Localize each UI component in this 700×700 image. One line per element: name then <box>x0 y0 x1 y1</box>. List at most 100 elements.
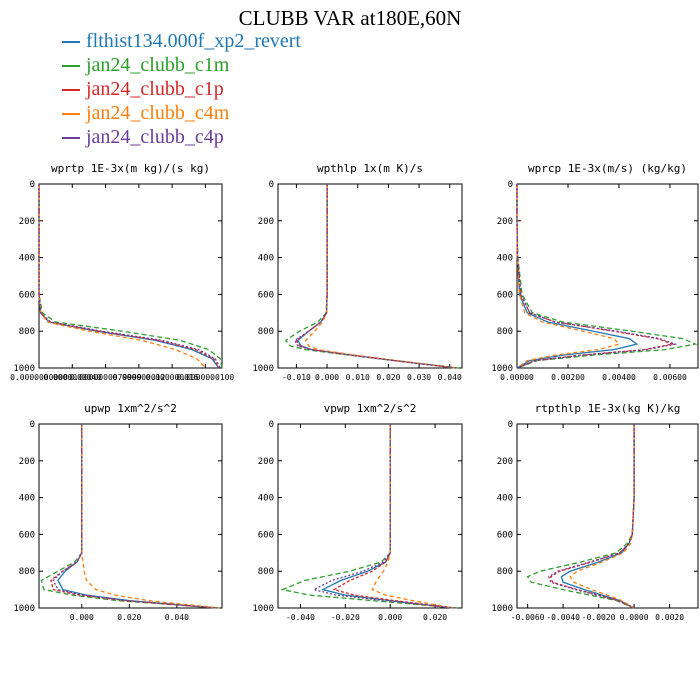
series-line <box>38 184 221 369</box>
y-tick-label: 800 <box>19 327 35 337</box>
chart-panel: wprtp 1E-3x(m kg)/(s kg) 0 200 400 600 800 100… <box>10 162 234 382</box>
series-line <box>38 184 223 369</box>
x-tick-label: 0.000 <box>378 613 402 622</box>
series-line <box>38 184 206 369</box>
legend-entry: jan24_clubb_c1m <box>62 53 301 77</box>
series-line <box>560 424 635 609</box>
y-tick-label: 200 <box>258 217 274 227</box>
y-tick-label: 400 <box>258 254 274 264</box>
series-line <box>40 424 220 609</box>
series-line <box>81 424 220 609</box>
x-tick-label: 0.00000 <box>500 373 534 382</box>
y-tick-label: 0 <box>508 180 513 190</box>
series-line <box>332 424 454 609</box>
x-tick-label: -0.0040 <box>546 613 580 622</box>
y-tick-label: 600 <box>258 530 274 540</box>
x-tick-label: 0.0000000100 <box>176 373 234 382</box>
x-tick-label: 0.0000000000 <box>10 373 68 382</box>
series-line <box>297 184 456 369</box>
series-line <box>38 184 220 369</box>
series-line <box>304 184 456 369</box>
chart-panel: wprcp 1E-3x(m/s) (kg/kg) 0 200 400 600 800 100… <box>491 162 699 382</box>
x-tick-label: 0.000000012 <box>112 373 165 382</box>
series-line <box>569 424 635 609</box>
y-tick-label: 400 <box>258 494 274 504</box>
x-tick-label: 0.00200 <box>551 373 585 382</box>
series-line <box>50 424 218 609</box>
y-tick-label: 800 <box>497 567 513 577</box>
panel-title: wprcp 1E-3x(m/s) (kg/kg) <box>528 162 687 175</box>
y-tick-label: 1000 <box>252 364 274 374</box>
x-tick-label: 0.0000 <box>620 613 649 622</box>
y-tick-label: 800 <box>497 327 513 337</box>
series-line <box>312 424 456 609</box>
legend-entry: jan24_clubb_c4m <box>62 101 301 125</box>
chart-panel: upwp 1xm^2/s^2 0 200 400 600 800 1000 0.000 0.02… <box>13 402 223 622</box>
legend-entry: jan24_clubb_c1p <box>62 77 301 101</box>
plot-frame <box>516 423 699 609</box>
series-line <box>516 184 621 369</box>
series-line <box>526 424 635 609</box>
legend-line-swatch <box>62 41 80 44</box>
x-tick-label: 0.040 <box>165 613 189 622</box>
legend-label: jan24_clubb_c4p <box>86 126 224 148</box>
panel-title: vpwp 1xm^2/s^2 <box>324 402 417 415</box>
y-tick-label: 1000 <box>491 364 513 374</box>
x-tick-label: 0.020 <box>376 373 400 382</box>
y-tick-label: 0 <box>30 420 35 430</box>
series-line <box>294 184 456 369</box>
y-tick-label: 400 <box>19 254 35 264</box>
y-tick-label: 600 <box>497 290 513 300</box>
legend-label: flthist134.000f_xp2_revert <box>86 30 301 52</box>
x-tick-label: 0.020 <box>117 613 141 622</box>
y-tick-label: 800 <box>258 327 274 337</box>
y-tick-label: 200 <box>497 457 513 467</box>
y-tick-label: 0 <box>508 420 513 430</box>
series-line <box>280 424 458 609</box>
x-tick-label: 0.030 <box>407 373 431 382</box>
x-tick-label: 0.000000016 <box>146 373 199 382</box>
figure-title: CLUBB VAR at180E,60N <box>238 6 462 30</box>
series-line <box>516 184 678 369</box>
x-tick-label: 0.0020 <box>655 613 684 622</box>
legend-label: jan24_clubb_c4m <box>86 102 230 124</box>
y-tick-label: 200 <box>497 217 513 227</box>
y-tick-label: 600 <box>19 530 35 540</box>
y-tick-label: 1000 <box>13 364 35 374</box>
chart-panel: wpthlp 1x(m K)/s 0 200 400 600 800 1000 -0.010 0… <box>252 162 463 382</box>
series-line <box>38 184 220 369</box>
series-line <box>295 184 456 369</box>
chart-panel: vpwp 1xm^2/s^2 0 200 400 600 800 1000 -0.040 -0.… <box>252 402 463 622</box>
panel-title: upwp 1xm^2/s^2 <box>84 402 177 415</box>
x-tick-label: 0.020 <box>423 613 447 622</box>
y-tick-label: 1000 <box>491 604 513 614</box>
y-tick-label: 800 <box>258 567 274 577</box>
x-tick-label: 0.040 <box>438 373 462 382</box>
y-tick-label: 600 <box>497 530 513 540</box>
plot-frame <box>277 183 463 369</box>
y-tick-label: 0 <box>30 180 35 190</box>
plot-frame <box>516 183 699 369</box>
x-tick-label: -0.020 <box>331 613 360 622</box>
x-tick-label: -0.0020 <box>582 613 616 622</box>
y-tick-label: 1000 <box>13 604 35 614</box>
series-line <box>284 184 459 369</box>
series-line <box>371 424 454 609</box>
plot-frame <box>38 183 223 369</box>
legend-line-swatch <box>62 113 80 116</box>
legend: flthist134.000f_xp2_revert jan24_clubb_c… <box>62 29 301 149</box>
series-line <box>516 184 639 369</box>
x-tick-label: 0.000 <box>70 613 94 622</box>
legend-label: jan24_clubb_c1p <box>86 78 224 100</box>
y-tick-label: 200 <box>258 457 274 467</box>
series-line <box>548 424 635 609</box>
panel-title: rtpthlp 1E-3x(kg K)/kg <box>535 402 681 415</box>
legend-label: jan24_clubb_c1m <box>86 54 230 76</box>
x-tick-label: 0.00600 <box>653 373 687 382</box>
series-line <box>52 424 218 609</box>
panel-title: wpthlp 1x(m K)/s <box>317 162 423 175</box>
panel-title: wprtp 1E-3x(m kg)/(s kg) <box>51 162 210 175</box>
legend-line-swatch <box>62 137 80 140</box>
x-tick-label: 0.010 <box>346 373 370 382</box>
x-tick-label: -0.040 <box>286 613 315 622</box>
